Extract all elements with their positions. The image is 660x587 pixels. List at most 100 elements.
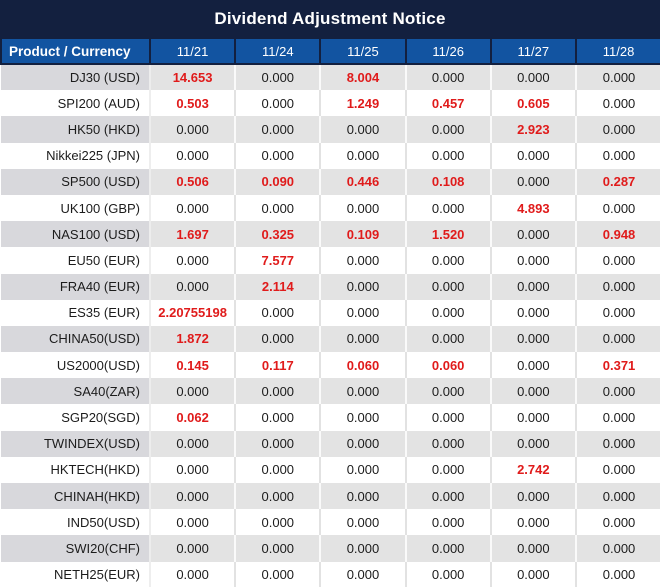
dividend-value-cell: 0.000 bbox=[574, 430, 660, 457]
dividend-value-cell: 0.000 bbox=[319, 325, 406, 353]
product-cell: SWI20(CHF) bbox=[1, 535, 151, 562]
dividend-value-cell: 0.000 bbox=[574, 299, 660, 326]
dividend-value-cell: 0.000 bbox=[574, 378, 660, 405]
dividend-value-cell: 0.000 bbox=[404, 142, 491, 169]
dividend-value-cell: 0.000 bbox=[319, 430, 406, 457]
table-row: EU50 (EUR) 0.000 7.577 0.000 0.000 0.000 0.000 bbox=[1, 247, 660, 274]
dividend-table: Product / Currency 11/21 11/24 11/25 11/… bbox=[0, 37, 660, 587]
dividend-value-cell: 0.000 bbox=[234, 404, 321, 431]
dividend-value-cell: 0.000 bbox=[404, 64, 491, 91]
dividend-value-cell: 0.000 bbox=[574, 535, 660, 562]
product-cell: EU50 (EUR) bbox=[1, 247, 151, 274]
product-cell: HK50 (HKD) bbox=[1, 116, 151, 143]
product-cell: IND50(USD) bbox=[1, 509, 151, 536]
table-row: CHINAH(HKD) 0.000 0.000 0.000 0.000 0.000 0.00… bbox=[1, 483, 660, 510]
dividend-value-cell: 0.000 bbox=[404, 299, 491, 326]
dividend-value-cell: 0.000 bbox=[148, 509, 236, 536]
dividend-value-cell: 0.000 bbox=[234, 116, 321, 143]
product-cell: FRA40 (EUR) bbox=[1, 273, 151, 300]
column-header-product: Product / Currency bbox=[0, 37, 151, 65]
dividend-value-cell: 0.000 bbox=[234, 299, 321, 326]
dividend-value-cell: 0.000 bbox=[574, 456, 660, 483]
table-row: TWINDEX(USD) 0.000 0.000 0.000 0.000 0.000 0.0… bbox=[1, 430, 660, 457]
dividend-value-cell: 0.000 bbox=[404, 456, 491, 483]
dividend-value-cell: 0.000 bbox=[574, 404, 660, 431]
dividend-value-cell: 2.742 bbox=[489, 456, 576, 483]
dividend-value-cell: 0.000 bbox=[489, 273, 576, 300]
table-row: US2000(USD) 0.145 0.117 0.060 0.060 0.000 0.37… bbox=[1, 352, 660, 379]
table-body: DJ30 (USD) 14.653 0.000 8.004 0.000 0.000 0.00… bbox=[1, 64, 660, 587]
dividend-value-cell: 0.000 bbox=[148, 456, 236, 483]
panel-title: Dividend Adjustment Notice bbox=[0, 0, 660, 37]
dividend-value-cell: 0.000 bbox=[489, 142, 576, 169]
dividend-value-cell: 0.000 bbox=[404, 561, 491, 587]
dividend-value-cell: 1.520 bbox=[404, 221, 491, 248]
dividend-value-cell: 0.000 bbox=[574, 116, 660, 143]
dividend-value-cell: 0.000 bbox=[234, 483, 321, 510]
dividend-value-cell: 0.000 bbox=[319, 456, 406, 483]
dividend-value-cell: 0.000 bbox=[148, 116, 236, 143]
dividend-value-cell: 0.000 bbox=[148, 247, 236, 274]
dividend-value-cell: 0.000 bbox=[319, 273, 406, 300]
table-row: HK50 (HKD) 0.000 0.000 0.000 0.000 2.923 0.000 bbox=[1, 116, 660, 143]
table-row: IND50(USD) 0.000 0.000 0.000 0.000 0.000 0.000 bbox=[1, 509, 660, 536]
dividend-value-cell: 7.577 bbox=[234, 247, 321, 274]
dividend-value-cell: 8.004 bbox=[319, 64, 406, 91]
dividend-value-cell: 0.000 bbox=[574, 142, 660, 169]
product-cell: NETH25(EUR) bbox=[1, 561, 151, 587]
column-header-date-2: 11/24 bbox=[234, 37, 322, 65]
dividend-value-cell: 0.000 bbox=[489, 299, 576, 326]
dividend-value-cell: 0.000 bbox=[234, 194, 321, 222]
dividend-value-cell: 0.000 bbox=[404, 404, 491, 431]
dividend-value-cell: 0.000 bbox=[574, 325, 660, 353]
table-row: SP500 (USD) 0.506 0.090 0.446 0.108 0.000 0.28… bbox=[1, 168, 660, 195]
dividend-value-cell: 1.872 bbox=[148, 325, 236, 353]
dividend-value-cell: 0.000 bbox=[148, 142, 236, 169]
dividend-value-cell: 2.20755198 bbox=[148, 299, 236, 326]
column-header-date-4: 11/26 bbox=[404, 37, 492, 65]
dividend-value-cell: 0.000 bbox=[404, 535, 491, 562]
table-row: SWI20(CHF) 0.000 0.000 0.000 0.000 0.000 0.000 bbox=[1, 535, 660, 562]
dividend-value-cell: 0.000 bbox=[234, 561, 321, 587]
dividend-value-cell: 0.000 bbox=[319, 194, 406, 222]
dividend-value-cell: 0.000 bbox=[489, 352, 576, 379]
dividend-value-cell: 0.446 bbox=[319, 168, 406, 195]
dividend-value-cell: 0.000 bbox=[234, 430, 321, 457]
dividend-value-cell: 0.000 bbox=[319, 483, 406, 510]
table-row: CHINA50(USD) 1.872 0.000 0.000 0.000 0.000 0.0… bbox=[1, 325, 660, 353]
table-row: FRA40 (EUR) 0.000 2.114 0.000 0.000 0.000 0.00… bbox=[1, 273, 660, 300]
dividend-value-cell: 0.503 bbox=[148, 90, 236, 117]
dividend-value-cell: 0.000 bbox=[489, 535, 576, 562]
dividend-value-cell: 0.000 bbox=[404, 430, 491, 457]
dividend-value-cell: 0.000 bbox=[574, 273, 660, 300]
dividend-value-cell: 0.000 bbox=[404, 273, 491, 300]
dividend-value-cell: 0.000 bbox=[489, 168, 576, 195]
table-row: SPI200 (AUD) 0.503 0.000 1.249 0.457 0.605 0.0… bbox=[1, 90, 660, 117]
dividend-value-cell: 0.000 bbox=[234, 535, 321, 562]
table-row: HKTECH(HKD) 0.000 0.000 0.000 0.000 2.742 0.00… bbox=[1, 456, 660, 483]
dividend-value-cell: 0.457 bbox=[404, 90, 491, 117]
dividend-value-cell: 0.000 bbox=[234, 509, 321, 536]
dividend-value-cell: 0.000 bbox=[319, 561, 406, 587]
product-cell: UK100 (GBP) bbox=[1, 194, 151, 222]
dividend-value-cell: 0.000 bbox=[319, 247, 406, 274]
dividend-value-cell: 0.060 bbox=[404, 352, 491, 379]
dividend-value-cell: 0.000 bbox=[404, 325, 491, 353]
dividend-value-cell: 0.000 bbox=[489, 483, 576, 510]
dividend-value-cell: 0.000 bbox=[489, 378, 576, 405]
dividend-value-cell: 0.000 bbox=[489, 509, 576, 536]
dividend-value-cell: 0.506 bbox=[148, 168, 236, 195]
dividend-value-cell: 0.000 bbox=[234, 90, 321, 117]
column-header-date-1: 11/21 bbox=[148, 37, 237, 65]
dividend-value-cell: 0.000 bbox=[148, 535, 236, 562]
table-row: DJ30 (USD) 14.653 0.000 8.004 0.000 0.000 0.00… bbox=[1, 64, 660, 91]
dividend-value-cell: 0.000 bbox=[404, 378, 491, 405]
dividend-value-cell: 0.000 bbox=[574, 561, 660, 587]
dividend-value-cell: 0.371 bbox=[574, 352, 660, 379]
dividend-value-cell: 0.000 bbox=[489, 247, 576, 274]
dividend-value-cell: 0.000 bbox=[489, 404, 576, 431]
dividend-value-cell: 0.000 bbox=[148, 194, 236, 222]
dividend-value-cell: 0.000 bbox=[319, 404, 406, 431]
dividend-value-cell: 0.325 bbox=[234, 221, 321, 248]
product-cell: HKTECH(HKD) bbox=[1, 456, 151, 483]
